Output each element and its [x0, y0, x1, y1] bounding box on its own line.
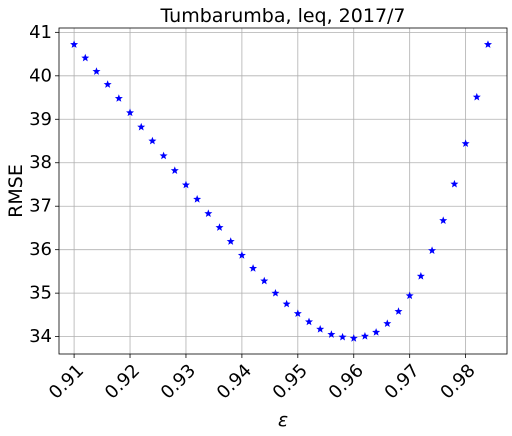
- data-point-star: [349, 334, 358, 342]
- data-points: [70, 40, 492, 342]
- y-axis-label: RMSE: [5, 164, 27, 218]
- data-point-star: [360, 331, 369, 340]
- data-point-star: [81, 53, 90, 62]
- data-point-star: [237, 251, 246, 259]
- data-point-star: [148, 136, 157, 145]
- data-point-star: [70, 40, 79, 48]
- data-point-star: [193, 195, 202, 203]
- data-point-star: [428, 246, 437, 254]
- data-point-star: [249, 264, 258, 272]
- data-point-star: [305, 317, 313, 326]
- data-point-star: [483, 40, 492, 48]
- axis-ticks: 0.91 0.92 0.93 0.94 0.95 0.96 0.97 0.98 34 35 36 37…: [29, 22, 480, 404]
- data-point-star: [92, 67, 101, 75]
- x-tick-label: 0.98: [436, 360, 479, 403]
- data-point-star: [181, 180, 190, 189]
- data-point-star: [170, 166, 179, 174]
- data-point-star: [372, 328, 381, 336]
- data-point-star: [416, 271, 425, 280]
- data-point-star: [114, 94, 123, 102]
- data-point-star: [260, 276, 269, 285]
- x-tick-label: 0.97: [381, 360, 424, 403]
- data-point-star: [204, 209, 213, 217]
- y-tick-label: 38: [29, 152, 52, 173]
- data-point-star: [394, 307, 403, 315]
- data-point-star: [450, 179, 459, 188]
- x-tick-label: 0.94: [213, 360, 256, 403]
- y-tick-label: 37: [29, 196, 52, 217]
- data-point-star: [383, 319, 392, 327]
- x-tick-label: 0.96: [325, 360, 368, 403]
- data-point-star: [282, 299, 291, 308]
- data-point-star: [472, 92, 481, 101]
- data-point-star: [338, 332, 347, 341]
- y-tick-label: 34: [29, 326, 52, 347]
- chart-title: Tumbarumba, leq, 2017/7: [159, 5, 405, 27]
- data-point-star: [159, 151, 168, 160]
- x-axis-label: ε: [278, 409, 288, 431]
- data-point-star: [461, 139, 470, 148]
- x-tick-label: 0.92: [101, 360, 144, 403]
- data-point-star: [293, 309, 302, 317]
- data-point-star: [226, 237, 235, 245]
- data-point-star: [405, 291, 414, 300]
- data-point-star: [316, 325, 325, 333]
- plot-area-frame: [58, 27, 508, 355]
- grid: [59, 28, 507, 354]
- data-point-star: [271, 288, 280, 297]
- x-tick-label: 0.91: [45, 360, 88, 403]
- x-tick-label: 0.93: [157, 360, 200, 403]
- y-tick-label: 41: [29, 22, 52, 43]
- y-tick-label: 35: [29, 283, 52, 304]
- data-point-star: [327, 330, 336, 338]
- x-tick-label: 0.95: [269, 360, 312, 403]
- data-point-star: [439, 216, 448, 224]
- data-point-star: [215, 223, 224, 231]
- y-tick-label: 39: [29, 109, 52, 130]
- data-point-star: [126, 108, 135, 117]
- y-tick-label: 40: [29, 65, 52, 86]
- data-point-star: [103, 80, 112, 88]
- data-point-star: [137, 122, 146, 131]
- y-tick-label: 36: [29, 239, 52, 260]
